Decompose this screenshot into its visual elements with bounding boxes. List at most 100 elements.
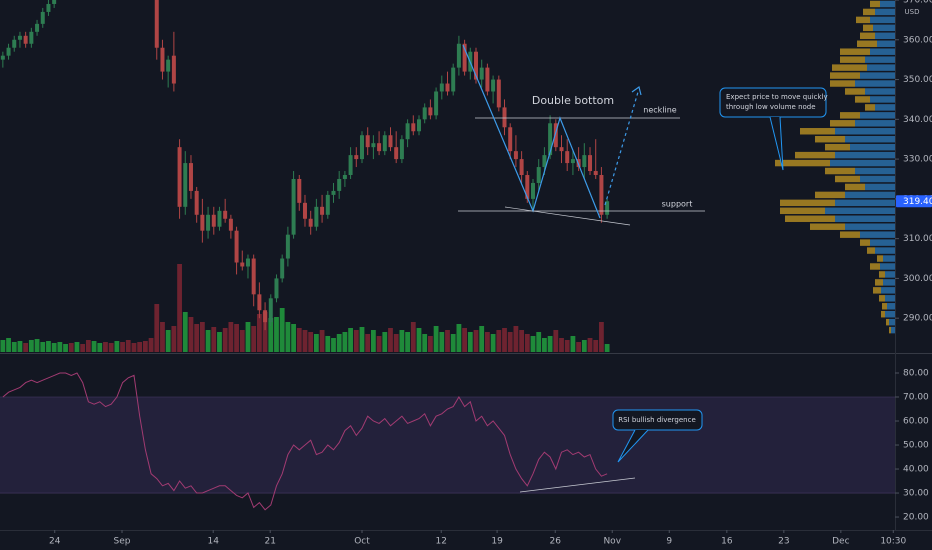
y-tick-label: 80.00 — [903, 369, 929, 379]
candle-body — [519, 159, 524, 176]
volume-bar — [279, 308, 285, 352]
candle-body — [308, 218, 313, 227]
note-pointer — [769, 116, 784, 171]
candle-body — [297, 178, 302, 203]
profile-up — [865, 56, 895, 63]
volume-bar — [142, 341, 148, 352]
profile-down — [830, 80, 855, 87]
candle-body — [377, 143, 382, 152]
volume-bar — [57, 342, 63, 352]
candle-body — [542, 155, 547, 168]
candle-body — [593, 171, 598, 176]
profile-up — [860, 72, 895, 79]
volume-bar — [581, 340, 587, 352]
candle-body — [570, 159, 575, 164]
candle-body — [456, 43, 461, 68]
profile-down — [867, 247, 875, 254]
profile-up — [877, 40, 895, 47]
profile-up — [885, 271, 895, 278]
volume-bar — [125, 340, 131, 352]
profile-up — [889, 318, 895, 326]
profile-down — [845, 183, 865, 191]
profile-up — [860, 175, 895, 183]
profile-up — [865, 88, 895, 95]
volume-bar — [217, 332, 222, 352]
neckline-label: neckline — [643, 106, 677, 115]
volume-bar — [63, 344, 68, 352]
candle-body — [228, 218, 233, 231]
volume-bar — [285, 322, 291, 352]
candle-body — [12, 39, 17, 48]
volume-bar — [427, 336, 433, 352]
x-tick-label: 12 — [436, 537, 447, 547]
x-tick-label: Oct — [354, 537, 370, 547]
volume-bar — [308, 332, 314, 352]
volume-bar — [376, 336, 382, 352]
candle-body — [291, 178, 296, 235]
y-tick-label: 310.00 — [903, 234, 932, 244]
profile-down — [795, 151, 835, 159]
profile-down — [825, 143, 850, 151]
volume-bar — [103, 342, 108, 352]
candle-body — [29, 31, 34, 44]
profile-down — [832, 64, 867, 71]
volume-bar — [165, 330, 171, 352]
profile-down — [857, 40, 877, 47]
last-price-tag — [896, 195, 932, 208]
rsi-pane — [0, 372, 895, 511]
profile-up — [870, 16, 895, 24]
candle-body — [302, 202, 307, 219]
candle-body — [491, 79, 496, 92]
volume-bar — [6, 338, 11, 352]
y-tick-label: 40.00 — [903, 465, 929, 475]
currency: USD — [905, 8, 920, 16]
volume-bar — [325, 336, 331, 352]
profile-up — [865, 183, 895, 191]
profile-down — [860, 32, 875, 40]
candle-body — [502, 107, 507, 128]
rsi-divergence-line — [519, 477, 636, 493]
profile-down — [856, 16, 870, 24]
volume-bar — [331, 338, 336, 352]
profile-up — [875, 8, 895, 16]
profile-up — [845, 223, 895, 230]
volume-bar — [576, 342, 582, 352]
volume-bar — [182, 312, 188, 352]
candle-body — [531, 182, 536, 199]
volume-bar — [393, 334, 399, 352]
candle-body — [46, 3, 51, 12]
x-tick-label: Dec — [832, 537, 849, 547]
candle-body — [52, 0, 57, 4]
price-pane — [0, 0, 895, 352]
profile-down — [845, 88, 865, 95]
profile-up — [850, 143, 895, 151]
volume-bar — [274, 317, 279, 352]
volume-bar — [171, 326, 177, 352]
candle-body — [599, 175, 604, 215]
candle-body — [559, 147, 564, 152]
volume-bar — [553, 330, 559, 352]
candle-body — [348, 155, 353, 176]
note-text: Expect price to move quickly — [726, 93, 828, 101]
candle-body — [565, 151, 570, 164]
volume-bar — [388, 328, 393, 352]
candle-body — [605, 201, 610, 215]
volume-bar — [160, 322, 165, 352]
volume-bar — [450, 334, 456, 352]
x-tick-label: 14 — [207, 537, 219, 547]
candle-body — [325, 194, 330, 215]
volume-bar — [148, 338, 154, 352]
rsi-band — [0, 397, 895, 494]
volume-bar — [410, 322, 416, 352]
volume-bar — [131, 343, 137, 352]
candle-body — [217, 210, 222, 227]
candle-body — [211, 214, 216, 227]
candle-body — [234, 230, 239, 263]
volume-bar — [28, 340, 34, 352]
volume-bar — [490, 334, 496, 352]
projection-arrow — [631, 85, 642, 96]
profile-down — [775, 159, 830, 167]
axes: 290.00300.00310.00320.00330.00340.00350.… — [49, 0, 932, 547]
profile-up — [835, 128, 895, 135]
volume-bar — [68, 343, 74, 352]
